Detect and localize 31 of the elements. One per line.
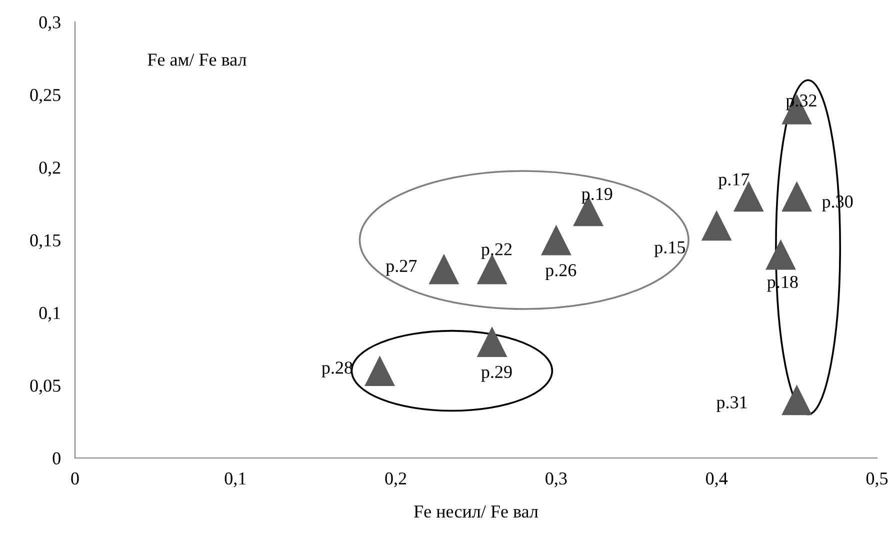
point bbox=[428, 254, 460, 284]
point bbox=[701, 210, 732, 241]
annotation: р.27 bbox=[386, 260, 417, 276]
point bbox=[782, 384, 812, 416]
point bbox=[766, 239, 796, 270]
x-tick-label: 0,1 bbox=[224, 472, 246, 488]
annotation: р.26 bbox=[545, 264, 576, 280]
x-axis-title: Fe несил/ Fe вал bbox=[414, 506, 538, 518]
y-tick-label: 0,3 bbox=[39, 16, 60, 32]
x-tick-label: 0 bbox=[71, 472, 79, 485]
annotation: р.15 bbox=[654, 241, 685, 258]
annotation: р.19 bbox=[582, 188, 612, 204]
y-tick-label: 0 bbox=[52, 452, 60, 464]
x-tick-label: 0,2 bbox=[385, 472, 406, 488]
annotation: р.17 bbox=[718, 173, 750, 190]
y-tick-label: 0,25 bbox=[30, 88, 60, 104]
point bbox=[782, 181, 812, 212]
y-tick-label: 0,2 bbox=[39, 162, 60, 176]
point bbox=[476, 326, 508, 357]
annotation: р.31 bbox=[716, 396, 747, 412]
point bbox=[364, 356, 395, 386]
x-tick-label: 0,5 bbox=[866, 472, 888, 488]
y-tick-label: 0,15 bbox=[30, 234, 60, 250]
annotation: р.22 bbox=[481, 243, 512, 260]
x-tick-label: 0,4 bbox=[706, 472, 728, 488]
x-tick-label: 0,3 bbox=[546, 472, 567, 488]
point bbox=[540, 224, 572, 256]
y-tick-label: 0,05 bbox=[30, 380, 60, 394]
y-tick-label: 0,1 bbox=[39, 306, 60, 322]
annotation: р.29 bbox=[481, 366, 512, 382]
y-axis-title: Fe ам/ Fe вал bbox=[148, 54, 246, 66]
